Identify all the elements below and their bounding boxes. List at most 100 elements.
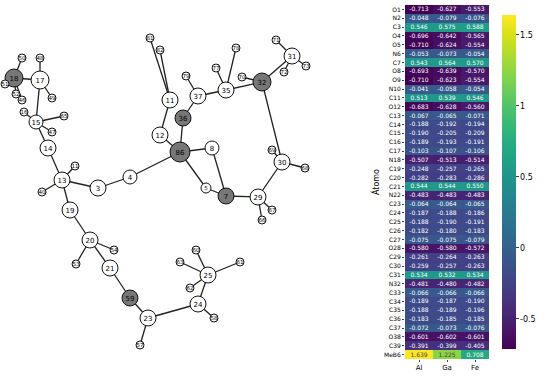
svg-text:53: 53 bbox=[73, 261, 80, 267]
svg-text:-0.572: -0.572 bbox=[465, 244, 485, 251]
svg-text:C7: C7 bbox=[393, 59, 401, 66]
svg-text:-0.683: -0.683 bbox=[409, 103, 429, 110]
svg-text:-0.073: -0.073 bbox=[437, 50, 457, 57]
svg-text:-0.602: -0.602 bbox=[437, 333, 457, 340]
svg-text:C14: C14 bbox=[389, 121, 401, 128]
svg-text:-0.188: -0.188 bbox=[409, 306, 429, 313]
svg-text:68: 68 bbox=[302, 165, 309, 171]
svg-text:-0.554: -0.554 bbox=[465, 76, 485, 83]
svg-text:-0.188: -0.188 bbox=[409, 218, 429, 225]
svg-text:50: 50 bbox=[19, 55, 26, 61]
svg-text:-0.696: -0.696 bbox=[409, 32, 429, 39]
svg-text:-0.265: -0.265 bbox=[465, 165, 485, 172]
svg-text:71: 71 bbox=[273, 37, 280, 43]
svg-text:-0.106: -0.106 bbox=[465, 147, 485, 154]
svg-text:-0.189: -0.189 bbox=[437, 306, 457, 313]
svg-text:C39: C39 bbox=[389, 342, 401, 349]
svg-text:-0.391: -0.391 bbox=[409, 342, 429, 349]
svg-text:-0.286: -0.286 bbox=[465, 174, 485, 181]
svg-text:-0.257: -0.257 bbox=[437, 262, 457, 269]
svg-text:-0.182: -0.182 bbox=[409, 227, 429, 234]
svg-text:-0.189: -0.189 bbox=[409, 138, 429, 145]
svg-text:-0.553: -0.553 bbox=[465, 5, 485, 12]
svg-text:-0.065: -0.065 bbox=[437, 112, 457, 119]
svg-text:O4: O4 bbox=[392, 32, 401, 39]
svg-text:N2: N2 bbox=[392, 14, 400, 21]
svg-text:-0.107: -0.107 bbox=[437, 147, 457, 154]
svg-text:C20: C20 bbox=[389, 174, 401, 181]
svg-text:Fe: Fe bbox=[471, 364, 479, 372]
svg-text:0.532: 0.532 bbox=[438, 271, 455, 278]
svg-text:51: 51 bbox=[2, 81, 9, 87]
svg-text:21: 21 bbox=[106, 265, 115, 273]
svg-text:-0.693: -0.693 bbox=[409, 67, 429, 74]
svg-text:0.550: 0.550 bbox=[466, 182, 483, 189]
svg-text:C34: C34 bbox=[389, 298, 401, 305]
svg-text:-0.041: -0.041 bbox=[409, 85, 429, 92]
svg-text:C29: C29 bbox=[389, 253, 401, 260]
svg-text:0: 0 bbox=[520, 244, 525, 253]
svg-text:N22: N22 bbox=[389, 191, 401, 198]
svg-text:32: 32 bbox=[258, 79, 267, 87]
svg-text:0.5: 0.5 bbox=[520, 173, 533, 182]
svg-text:-0.5: -0.5 bbox=[520, 315, 536, 324]
svg-text:24: 24 bbox=[194, 301, 203, 309]
svg-text:C21: C21 bbox=[389, 183, 401, 190]
svg-text:1.5: 1.5 bbox=[520, 31, 533, 40]
svg-text:O8: O8 bbox=[392, 67, 401, 74]
svg-text:-0.073: -0.073 bbox=[437, 324, 457, 331]
svg-text:O12: O12 bbox=[388, 103, 401, 110]
svg-text:57: 57 bbox=[137, 342, 144, 348]
svg-text:N18: N18 bbox=[389, 156, 401, 163]
svg-text:20: 20 bbox=[86, 237, 95, 245]
svg-text:14: 14 bbox=[44, 145, 53, 153]
svg-text:5: 5 bbox=[204, 185, 208, 191]
svg-text:0.570: 0.570 bbox=[466, 59, 483, 66]
svg-text:48: 48 bbox=[37, 55, 44, 61]
svg-text:-0.071: -0.071 bbox=[465, 112, 485, 119]
svg-text:-0.248: -0.248 bbox=[409, 165, 429, 172]
svg-text:19: 19 bbox=[66, 207, 75, 215]
svg-text:-0.580: -0.580 bbox=[437, 244, 457, 251]
svg-text:1.639: 1.639 bbox=[410, 351, 427, 358]
svg-text:-0.282: -0.282 bbox=[409, 174, 429, 181]
svg-text:-0.257: -0.257 bbox=[437, 165, 457, 172]
svg-text:-0.064: -0.064 bbox=[409, 200, 429, 207]
svg-text:1.225: 1.225 bbox=[438, 351, 455, 358]
svg-text:-0.601: -0.601 bbox=[465, 333, 485, 340]
svg-text:C31: C31 bbox=[389, 271, 401, 278]
svg-text:73: 73 bbox=[303, 63, 310, 69]
svg-text:-0.639: -0.639 bbox=[437, 67, 457, 74]
svg-text:0.575: 0.575 bbox=[438, 23, 455, 30]
svg-text:-0.482: -0.482 bbox=[465, 280, 485, 287]
svg-text:-0.193: -0.193 bbox=[437, 138, 457, 145]
svg-text:0.539: 0.539 bbox=[438, 94, 455, 101]
svg-text:-0.048: -0.048 bbox=[409, 14, 429, 21]
svg-text:79: 79 bbox=[183, 73, 190, 79]
svg-text:-0.053: -0.053 bbox=[409, 50, 429, 57]
svg-text:-0.628: -0.628 bbox=[437, 103, 457, 110]
svg-text:-0.264: -0.264 bbox=[437, 253, 457, 260]
svg-text:C15: C15 bbox=[389, 129, 401, 136]
svg-text:-0.624: -0.624 bbox=[437, 41, 457, 48]
svg-text:-0.075: -0.075 bbox=[437, 236, 457, 243]
svg-text:-0.183: -0.183 bbox=[465, 227, 485, 234]
svg-text:-0.079: -0.079 bbox=[465, 236, 485, 243]
svg-text:15: 15 bbox=[32, 119, 41, 127]
svg-text:C36: C36 bbox=[389, 315, 401, 322]
svg-text:16: 16 bbox=[21, 109, 28, 115]
svg-text:77: 77 bbox=[213, 65, 220, 71]
svg-text:40: 40 bbox=[39, 189, 46, 195]
svg-text:-0.103: -0.103 bbox=[409, 147, 429, 154]
svg-text:-0.190: -0.190 bbox=[465, 297, 485, 304]
svg-text:78: 78 bbox=[233, 45, 240, 51]
svg-text:-0.554: -0.554 bbox=[465, 41, 485, 48]
svg-text:-0.480: -0.480 bbox=[437, 280, 457, 287]
svg-text:C30: C30 bbox=[389, 262, 401, 269]
svg-text:-0.405: -0.405 bbox=[465, 342, 485, 349]
svg-text:-0.054: -0.054 bbox=[465, 50, 485, 57]
svg-text:N6: N6 bbox=[392, 50, 400, 57]
svg-text:C3: C3 bbox=[393, 23, 401, 30]
svg-text:58: 58 bbox=[211, 315, 218, 321]
svg-text:67: 67 bbox=[269, 207, 276, 213]
